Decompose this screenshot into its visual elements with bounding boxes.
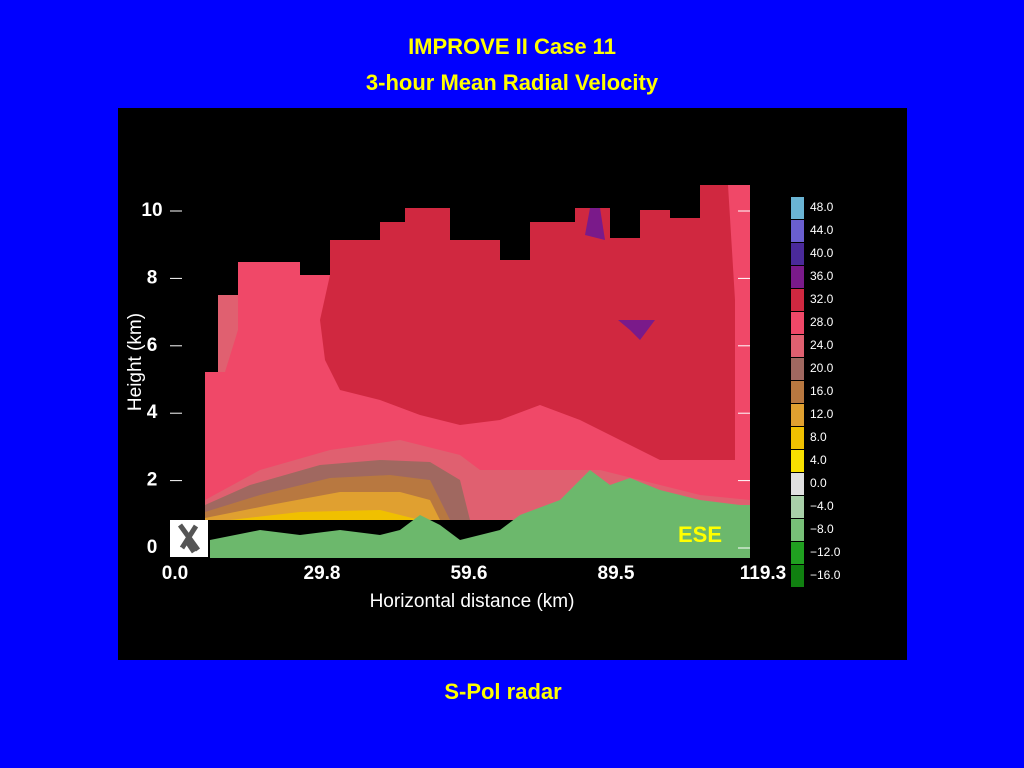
colorbar-swatch (791, 473, 804, 495)
colorbar-swatch (791, 358, 804, 380)
y-tick-label: 2 (147, 470, 158, 491)
colorbar-label: 24.0 (810, 338, 834, 352)
y-tick-label: 0 (147, 537, 158, 558)
colorbar-swatch (791, 289, 804, 311)
colorbar-label: 8.0 (810, 430, 827, 444)
subtitle: 3-hour Mean Radial Velocity (366, 70, 659, 95)
y-tick-label: 10 (141, 200, 162, 221)
x-axis-label: Horizontal distance (km) (370, 591, 575, 612)
colorbar-label: 12.0 (810, 407, 834, 421)
colorbar-swatch (791, 197, 804, 219)
colorbar-swatch (791, 220, 804, 242)
colorbar-label: 44.0 (810, 223, 834, 237)
direction-annotation: ESE (678, 522, 722, 547)
y-tick-label: 4 (147, 402, 158, 423)
colorbar-swatch (791, 450, 804, 472)
colorbar-label: 28.0 (810, 315, 834, 329)
colorbar-swatch (791, 335, 804, 357)
colorbar-swatch (791, 542, 804, 564)
x-tick-label: 0.0 (162, 563, 188, 584)
colorbar-label: 40.0 (810, 246, 834, 260)
y-tick-label: 8 (147, 267, 158, 288)
colorbar-label: 0.0 (810, 476, 827, 490)
colorbar-label: 20.0 (810, 361, 834, 375)
x-tick-label: 29.8 (304, 563, 341, 584)
colorbar-label: 36.0 (810, 269, 834, 283)
colorbar-label: −16.0 (810, 568, 841, 582)
colorbar-label: 4.0 (810, 453, 827, 467)
colorbar-label: 48.0 (810, 200, 834, 214)
y-axis-label: Height (km) (125, 313, 146, 411)
colorbar-swatch (791, 404, 804, 426)
colorbar: 48.0 44.0 40.0 36.0 32.0 28.0 24.0 20.0 16.0 12.0… (791, 197, 841, 587)
x-tick-label: 89.5 (598, 563, 635, 584)
colorbar-label: 16.0 (810, 384, 834, 398)
colorbar-label: −4.0 (810, 499, 834, 513)
velocity-field (168, 185, 750, 558)
title: IMPROVE II Case 11 (408, 34, 616, 59)
colorbar-label: −8.0 (810, 522, 834, 536)
y-tick-label: 6 (147, 335, 158, 356)
colorbar-swatch (791, 519, 804, 541)
x-tick-label: 59.6 (451, 563, 488, 584)
x-tick-label: 119.3 (740, 563, 787, 584)
colorbar-swatch (791, 243, 804, 265)
colorbar-swatch (791, 266, 804, 288)
colorbar-swatch (791, 427, 804, 449)
colorbar-swatch (791, 312, 804, 334)
colorbar-swatch (791, 496, 804, 518)
colorbar-label: −12.0 (810, 545, 841, 559)
colorbar-label: 32.0 (810, 292, 834, 306)
colorbar-swatch (791, 565, 804, 587)
colorbar-swatch (791, 381, 804, 403)
axis-ticks: 0 2 4 6 8 10 0.0 29.8 59.6 89.5 119.3 (141, 200, 786, 584)
footer: S-Pol radar (444, 679, 562, 704)
